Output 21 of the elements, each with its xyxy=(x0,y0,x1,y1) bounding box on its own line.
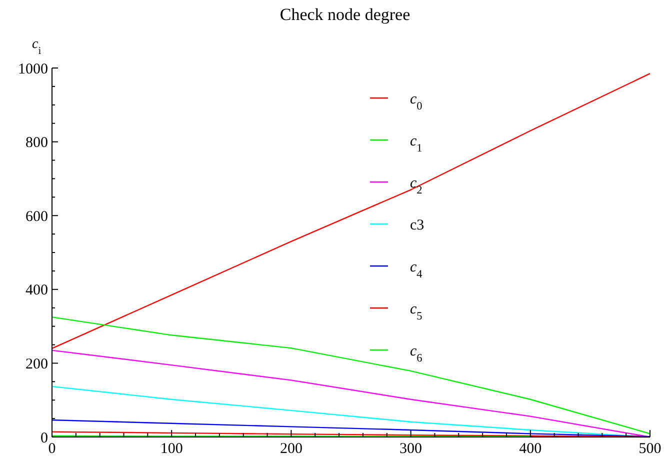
y-tick-label: 800 xyxy=(26,135,48,152)
legend-label: c3 xyxy=(410,217,424,234)
legend-label: c$_{6}$ xyxy=(410,343,423,364)
y-tick-label: 1000 xyxy=(18,61,48,78)
y-tick-label: 600 xyxy=(26,208,48,225)
x-tick-label: 100 xyxy=(160,441,183,457)
x-tick-label: 200 xyxy=(280,441,302,457)
x-tick-label: 400 xyxy=(519,441,542,457)
legend-label: c$_{2}$ xyxy=(410,175,422,196)
x-tick-label: 500 xyxy=(638,441,662,457)
legend-label: c$_{5}$ xyxy=(410,301,423,322)
legend-label: c$_{0}$ xyxy=(410,91,423,112)
x-tick-label: 300 xyxy=(400,441,422,457)
legend-label: c$_{4}$ xyxy=(410,259,423,280)
y-tick-label: 0 xyxy=(40,430,48,446)
y-tick-label: 200 xyxy=(26,356,48,372)
y-axis-title: c$_{i}$ xyxy=(32,37,42,56)
line-series xyxy=(51,72,651,350)
y-tick-label: 400 xyxy=(26,282,48,299)
legend-label: c$_{1}$ xyxy=(410,133,422,154)
chart-title: Check node degree xyxy=(280,5,410,24)
